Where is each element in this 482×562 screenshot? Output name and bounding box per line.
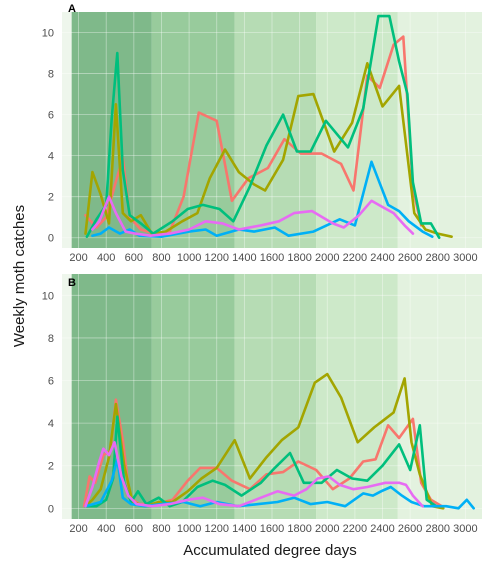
x-tick-label: 1600 (260, 252, 284, 264)
x-tick-label: 2800 (426, 523, 450, 535)
background-band (151, 274, 235, 519)
y-tick-label: 8 (48, 69, 54, 81)
y-tick-label: 4 (48, 418, 54, 430)
x-tick-label: 2600 (398, 523, 422, 535)
x-tick-label: 2200 (343, 252, 367, 264)
y-tick-label: 2 (48, 192, 54, 204)
x-tick-label: 2800 (426, 252, 450, 264)
x-tick-label: 2400 (370, 523, 394, 535)
x-tick-label: 400 (97, 523, 115, 535)
x-tick-label: 800 (152, 252, 170, 264)
panel-tag: B (68, 277, 76, 289)
x-tick-label: 2000 (315, 252, 339, 264)
x-tick-label: 1400 (232, 523, 256, 535)
x-tick-label: 2000 (315, 523, 339, 535)
x-tick-label: 600 (125, 523, 143, 535)
y-tick-label: 2 (48, 461, 54, 473)
x-tick-label: 2400 (370, 252, 394, 264)
x-tick-label: 1400 (232, 252, 256, 264)
x-tick-label: 400 (97, 252, 115, 264)
panel-b: 0 2 4 6 8 10 200 400 600 800 1000 1200 1400 1600 1800 2… (42, 274, 482, 535)
x-tick-label: 2600 (398, 252, 422, 264)
x-tick-label: 3000 (453, 523, 477, 535)
x-tick-label: 1600 (260, 523, 284, 535)
y-tick-label: 8 (48, 333, 54, 345)
x-tick-label: 200 (69, 252, 87, 264)
x-tick-label: 1800 (287, 252, 311, 264)
series-line-3 (85, 14, 441, 239)
x-tick-label: 1000 (177, 523, 201, 535)
x-tick-label: 3000 (453, 252, 477, 264)
panel-a: 0 2 4 6 8 10 200 400 600 800 1000 1200 1400 1600 1800 2… (42, 3, 482, 264)
series-line-3 (84, 415, 438, 508)
x-tick-label: 800 (152, 523, 170, 535)
y-axis-title: Weekly moth catches (11, 205, 28, 347)
y-tick-label: 0 (48, 233, 54, 245)
series-line-5 (84, 441, 424, 508)
y-tick-label: 6 (48, 110, 54, 122)
panel-tag: A (68, 3, 76, 15)
series-line-2 (84, 62, 453, 238)
x-tick-label: 200 (69, 523, 87, 535)
x-tick-label: 1200 (204, 523, 228, 535)
y-tick-label: 10 (42, 290, 54, 302)
x-tick-label: 600 (125, 252, 143, 264)
series-line-5 (91, 195, 415, 237)
series-line-4 (84, 458, 475, 510)
background-band (397, 12, 482, 248)
x-axis-title: Accumulated degree days (183, 542, 356, 559)
y-tick-label: 6 (48, 376, 54, 388)
y-tick-label: 0 (48, 503, 54, 515)
y-tick-label: 10 (42, 28, 54, 40)
x-tick-label: 1000 (177, 252, 201, 264)
x-tick-label: 1200 (204, 252, 228, 264)
background-band (397, 274, 482, 519)
x-tick-label: 2200 (343, 523, 367, 535)
y-tick-label: 4 (48, 151, 54, 163)
x-tick-label: 1800 (287, 523, 311, 535)
